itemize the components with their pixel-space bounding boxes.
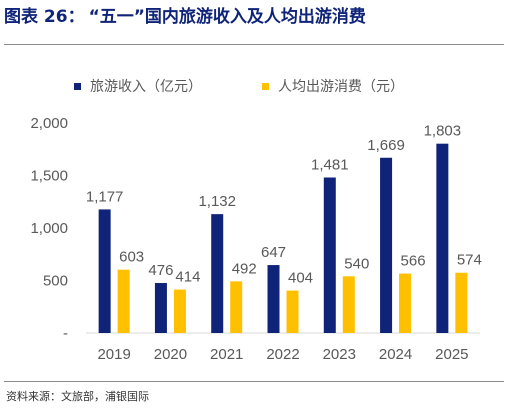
- data-label-revenue: 1,132: [198, 193, 236, 210]
- x-axis: 2019 2020 2021 2022 2023 2024 2025: [86, 332, 480, 363]
- bar-spending: [455, 272, 468, 333]
- figure-label: 图表 26：: [4, 7, 85, 27]
- bottom-divider: [4, 381, 504, 382]
- data-label-spending: 540: [344, 255, 369, 272]
- bar-revenue: [436, 143, 449, 333]
- data-label-spending: 603: [119, 249, 144, 266]
- bar-revenue: [211, 214, 224, 333]
- bar-spending: [173, 289, 186, 333]
- bar-revenue: [323, 177, 336, 333]
- source-note: 资料来源：文旅部，浦银国际: [6, 390, 149, 403]
- top-divider: [4, 44, 504, 45]
- bar-spending: [399, 273, 412, 333]
- data-label-revenue: 1,481: [311, 156, 349, 173]
- legend-swatch-revenue: [74, 83, 81, 90]
- data-label-revenue: 1,669: [367, 137, 405, 154]
- legend-label-revenue: 旅游收入（亿元）: [90, 79, 202, 95]
- x-tick-label: 2024: [379, 346, 412, 363]
- data-label-revenue: 647: [261, 244, 286, 261]
- x-tick-label: 2019: [97, 346, 130, 363]
- y-tick-label: -: [63, 325, 68, 342]
- bar-chart: 旅游收入（亿元） 人均出游消费（元） - 500 1,000 1,500 2,000 20…: [30, 79, 482, 363]
- y-tick-label: 500: [43, 273, 68, 290]
- y-axis: - 500 1,000 1,500 2,000: [30, 115, 68, 342]
- x-tick-label: 2020: [154, 346, 187, 363]
- data-label-spending: 574: [457, 252, 482, 269]
- bars: [98, 143, 468, 333]
- x-tick-label: 2023: [323, 346, 356, 363]
- legend: 旅游收入（亿元） 人均出游消费（元）: [74, 79, 404, 95]
- bar-revenue: [154, 283, 167, 333]
- y-tick-label: 1,000: [30, 220, 68, 237]
- x-tick-label: 2021: [210, 346, 243, 363]
- data-label-spending: 566: [401, 253, 426, 270]
- data-label-revenue: 1,177: [86, 188, 124, 205]
- figure-title: 图表 26： “五一”国内旅游收入及人均出游消费: [4, 6, 504, 40]
- legend-swatch-spending: [262, 83, 269, 90]
- bar-spending: [286, 290, 299, 333]
- x-tick-label: 2022: [266, 346, 299, 363]
- legend-label-spending: 人均出游消费（元）: [278, 79, 404, 95]
- figure-title-text: “五一”国内旅游收入及人均出游消费: [88, 7, 366, 27]
- bar-revenue: [380, 157, 393, 333]
- data-label-revenue: 1,803: [424, 123, 462, 140]
- data-label-revenue: 476: [148, 262, 173, 279]
- bar-spending: [117, 269, 130, 333]
- bar-spending: [230, 281, 243, 333]
- bar-revenue: [98, 209, 111, 333]
- data-label-spending: 404: [288, 270, 313, 287]
- data-label-spending: 414: [175, 269, 200, 286]
- x-tick-label: 2025: [435, 346, 468, 363]
- bar-revenue: [267, 265, 280, 333]
- bar-spending: [342, 276, 355, 333]
- data-label-spending: 492: [232, 260, 257, 277]
- y-tick-label: 1,500: [30, 168, 68, 185]
- y-tick-label: 2,000: [30, 115, 68, 132]
